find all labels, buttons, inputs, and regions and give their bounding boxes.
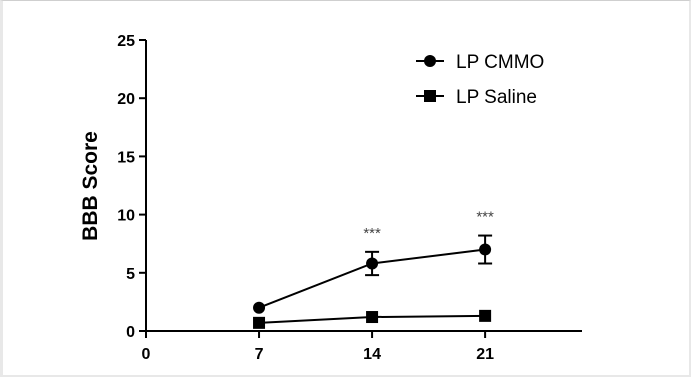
- series-2: [253, 309, 492, 329]
- y-tick-label: 20: [117, 91, 135, 108]
- y-axis-label: BBB Score: [79, 131, 102, 241]
- series-layer: [253, 234, 493, 329]
- y-tick-label: 5: [126, 266, 135, 283]
- legend-circle-marker: [424, 55, 436, 67]
- legend-item: LP CMMO: [416, 52, 544, 73]
- data-point: [366, 311, 379, 324]
- legend: LP CMMO LP Saline: [416, 52, 544, 108]
- legend-square-marker: [424, 90, 436, 102]
- axes: 0 5 10 15 20 25 0 7 14 21 BBB Score: [79, 33, 582, 363]
- x-tick-label: 14: [363, 346, 381, 363]
- x-ticks: 0 7 14 21: [142, 331, 494, 363]
- x-tick-label: 21: [476, 346, 494, 363]
- significance-annotation: ***: [363, 225, 381, 242]
- significance-annotation: ***: [476, 209, 494, 226]
- y-tick-label: 15: [117, 149, 135, 166]
- data-point: [253, 316, 266, 329]
- legend-label: LP Saline: [456, 87, 537, 108]
- series-1: [253, 234, 493, 314]
- data-point: [479, 309, 492, 322]
- data-point: [366, 257, 379, 270]
- x-tick-label: 7: [255, 346, 264, 363]
- y-ticks: 0 5 10 15 20 25: [117, 33, 146, 341]
- annotations-layer: *** ***: [363, 209, 494, 242]
- data-point: [253, 301, 266, 314]
- legend-item: LP Saline: [416, 87, 537, 108]
- y-tick-label: 10: [117, 208, 135, 225]
- y-tick-label: 25: [117, 33, 135, 50]
- legend-label: LP CMMO: [456, 52, 544, 73]
- y-tick-label: 0: [126, 324, 135, 341]
- x-tick-label: 0: [142, 346, 151, 363]
- data-point: [479, 243, 492, 256]
